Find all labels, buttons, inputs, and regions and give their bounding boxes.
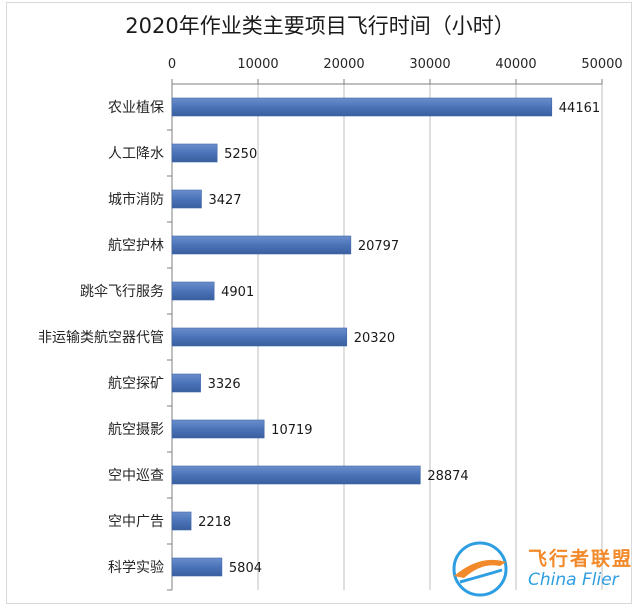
- data-label: 20797: [358, 239, 399, 254]
- category-label: 空中广告: [108, 514, 164, 530]
- category-label: 航空护林: [108, 238, 164, 254]
- category-label: 航空摄影: [108, 422, 164, 438]
- bar: [171, 143, 218, 163]
- data-label: 4901: [221, 285, 254, 300]
- bar: [171, 327, 348, 347]
- watermark-logo: 飞行者联盟 China Flier: [440, 536, 636, 602]
- watermark-text-en: China Flier: [528, 570, 619, 590]
- bar: [171, 97, 553, 117]
- category-label: 跳伞飞行服务: [80, 283, 164, 300]
- x-tick-label: 30000: [409, 57, 450, 72]
- category-label: 空中巡查: [108, 468, 164, 484]
- bar: [171, 281, 215, 301]
- data-label: 3427: [208, 193, 241, 208]
- bar: [171, 511, 192, 531]
- category-label: 人工降水: [108, 146, 164, 162]
- bar: [171, 465, 421, 485]
- bar: [171, 557, 223, 577]
- category-label: 航空探矿: [108, 376, 164, 392]
- data-label: 44161: [559, 101, 600, 116]
- data-label: 10719: [271, 423, 312, 438]
- bar: [171, 373, 201, 393]
- chart-title: 2020年作业类主要项目飞行时间（小时）: [125, 14, 515, 38]
- bar: [171, 419, 265, 439]
- data-label: 3326: [208, 377, 241, 392]
- category-label: 城市消防: [108, 191, 164, 208]
- watermark-text-cn: 飞行者联盟: [528, 548, 634, 570]
- x-tick-label: 40000: [495, 57, 536, 72]
- data-label: 5804: [229, 561, 262, 576]
- plane-logo-icon: [452, 541, 508, 597]
- x-tick-label: 0: [168, 57, 176, 72]
- category-label: 科学实验: [108, 560, 164, 576]
- bar: [171, 235, 352, 255]
- bar: [171, 189, 202, 209]
- x-tick-label: 50000: [581, 57, 622, 72]
- category-label: 非运输类航空器代管: [38, 330, 164, 346]
- data-label: 20320: [354, 331, 395, 346]
- x-tick-label: 10000: [237, 57, 278, 72]
- x-tick-label: 20000: [323, 57, 364, 72]
- data-label: 2218: [198, 515, 231, 530]
- data-label: 5250: [224, 147, 257, 162]
- category-label: 农业植保: [108, 100, 164, 116]
- data-label: 28874: [427, 469, 468, 484]
